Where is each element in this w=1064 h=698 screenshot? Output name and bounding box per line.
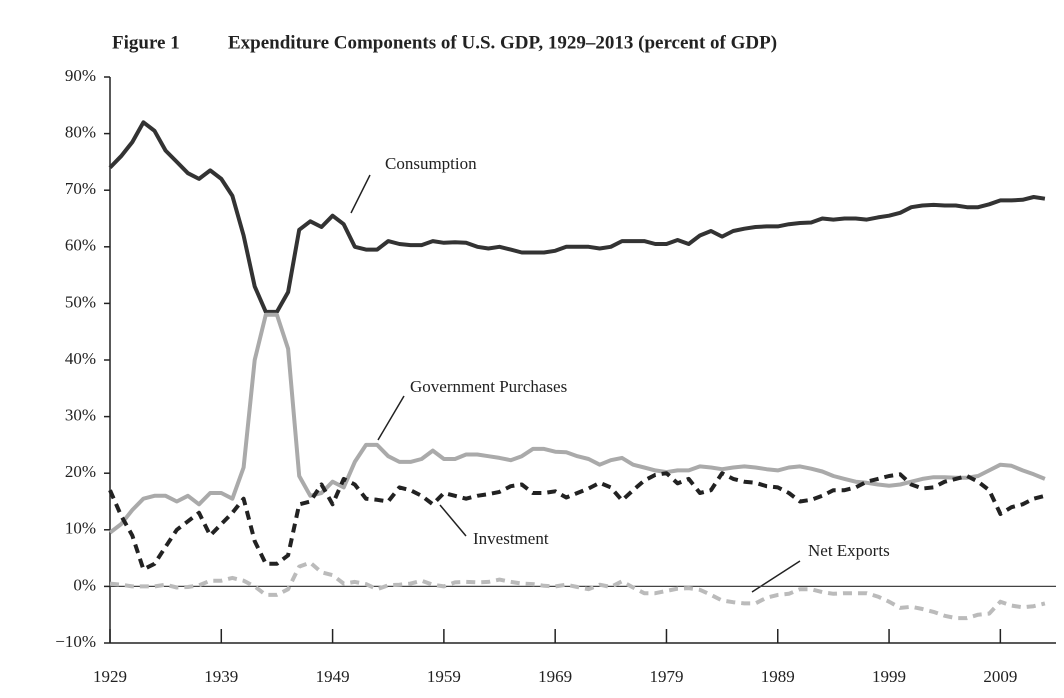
y-tick-label: 70% [65,179,96,198]
series-label: Government Purchases [410,377,567,396]
leader-line [377,395,405,441]
y-tick-label: 60% [65,236,96,255]
x-tick-label: 1999 [872,667,906,686]
y-tick-label: 80% [65,123,96,142]
x-tick-label: 1929 [93,667,127,686]
x-tick-label: 1959 [427,667,461,686]
figure-label: Figure 1 [112,32,180,53]
series-line [108,120,1046,314]
y-tick-label: 90% [65,66,96,85]
y-tick-label: −10% [55,632,96,651]
y-tick-label: 10% [65,519,96,538]
leader-line [439,504,467,537]
y-tick-label: 40% [65,349,96,368]
x-tick-label: 1979 [649,667,683,686]
leader-line [751,560,801,593]
series-line [108,471,1046,572]
y-tick-label: 30% [65,406,96,425]
y-tick-label: 50% [65,292,96,311]
x-tick-label: 2009 [983,667,1017,686]
series-label: Investment [473,529,549,548]
series-label: Net Exports [808,541,890,560]
chart-title: Expenditure Components of U.S. GDP, 1929… [228,32,777,53]
x-tick-label: 1949 [316,667,350,686]
y-tick-label: 0% [73,575,96,594]
leader-line [350,174,371,214]
y-tick-label: 20% [65,462,96,481]
x-tick-label: 1939 [204,667,238,686]
x-tick-label: 1969 [538,667,572,686]
series-line [108,312,1046,535]
x-tick-label: 1989 [761,667,795,686]
series-line [109,560,1046,621]
series-label: Consumption [385,154,477,173]
